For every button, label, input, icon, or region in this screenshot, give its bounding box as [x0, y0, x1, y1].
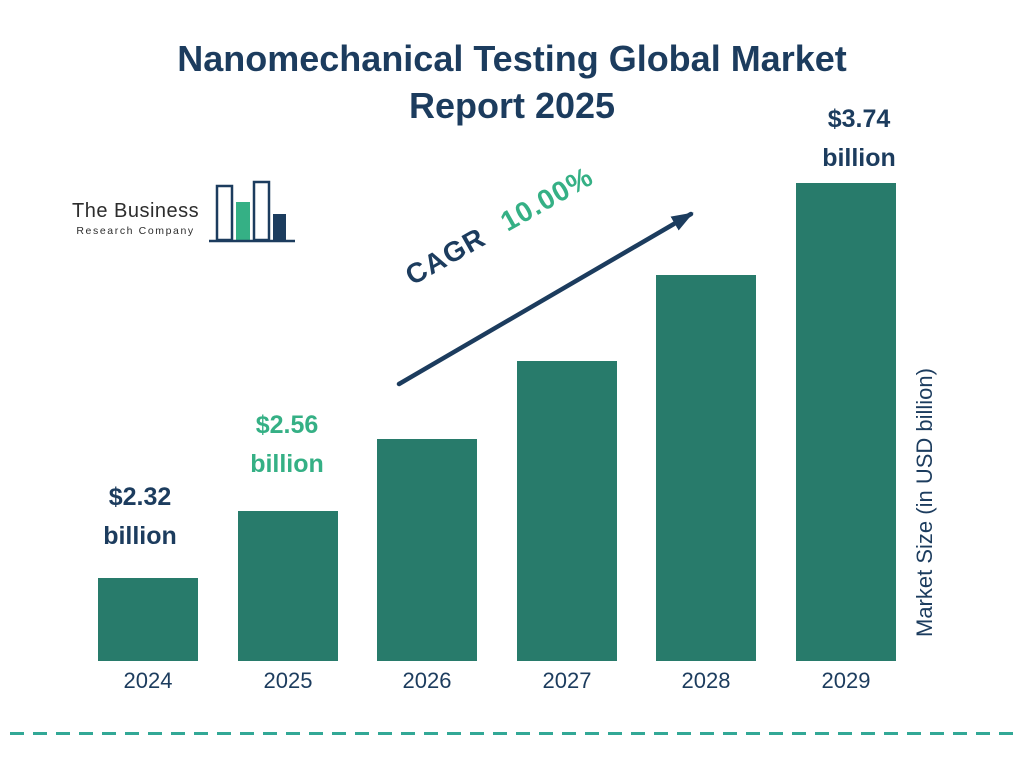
x-axis-label-2029: 2029: [821, 668, 871, 693]
logo-text: The Business Research Company: [72, 200, 199, 237]
value-label-2029: $3.74 billion: [779, 100, 939, 178]
x-axis-label-2027: 2027: [542, 668, 592, 693]
value-label-2025-unit: billion: [250, 450, 324, 478]
y-axis-label: Market Size (in USD billion): [912, 368, 937, 638]
value-label-2024: $2.32 billion: [60, 478, 220, 556]
value-label-2024-amount: $2.32: [108, 483, 172, 511]
x-axis-label-2024: 2024: [123, 668, 173, 693]
value-label-2029-amount: $3.74: [827, 105, 891, 133]
x-axis-label-2028: 2028: [681, 668, 731, 693]
value-label-2024-unit: billion: [103, 522, 177, 550]
logo-bars-icon: [209, 180, 296, 243]
value-label-2025-amount: $2.56: [255, 411, 319, 439]
value-label-2029-unit: billion: [822, 144, 896, 172]
logo: The Business Research Company: [72, 180, 297, 250]
bar-2029: [796, 183, 896, 661]
cagr-arrow-icon: [396, 211, 694, 387]
chart-title: Nanomechanical Testing Global Market Rep…: [177, 38, 847, 126]
logo-text-primary: The Business: [72, 200, 200, 222]
x-axis-label-2026: 2026: [402, 668, 452, 693]
bar-2026: [377, 439, 477, 661]
logo-text-secondary: Research Company: [76, 225, 195, 237]
bottom-dashed-divider: [10, 732, 1014, 735]
bar-2027: [517, 361, 617, 661]
bar-2028: [656, 275, 756, 661]
bar-2025: [238, 511, 338, 661]
value-label-2025: $2.56 billion: [207, 406, 367, 484]
bar-2024: [98, 578, 198, 661]
x-axis-label-2025: 2025: [263, 668, 313, 693]
